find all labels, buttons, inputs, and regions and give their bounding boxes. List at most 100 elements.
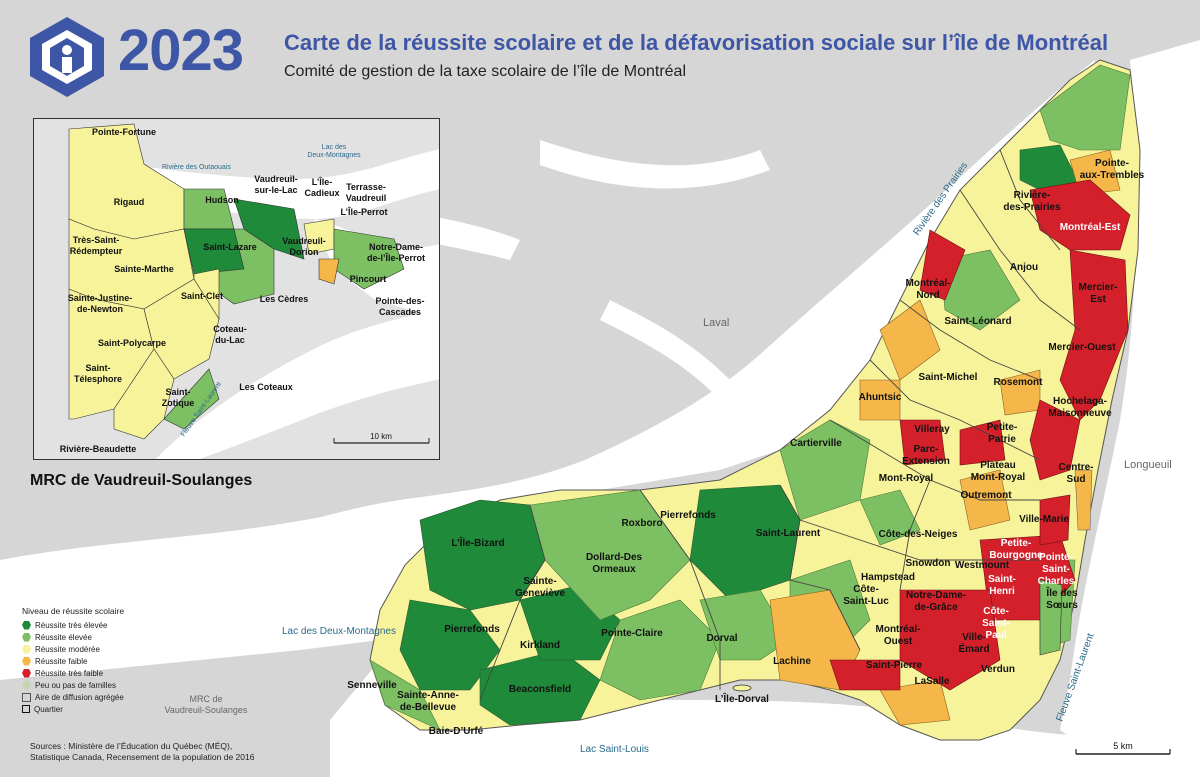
district-beaconsfield: Beaconsfield (509, 684, 571, 695)
inset-map: Pointe-Fortune Rigaud Très-Saint-Rédempt… (33, 118, 440, 460)
district-hampstead: Hampstead (861, 572, 915, 583)
inset-scale-label: 10 km (370, 432, 392, 441)
district-petite-patrie: Petite-Patrie (987, 422, 1018, 445)
district-saint-henri: Saint-Henri (988, 574, 1016, 597)
inset-water-saint-laurent (155, 309, 439, 459)
district-villeray: Villeray (914, 424, 950, 435)
laval-channels (320, 140, 770, 395)
legend-swatch (22, 632, 31, 642)
inset-label-lac: Lac des Deux-Montagnes (307, 144, 361, 159)
inset-tres-saint-redempteur: Très-Saint-Rédempteur (70, 235, 123, 256)
legend-outline-thin (22, 692, 31, 702)
map-subtitle: Comité de gestion de la taxe scolaire de… (284, 63, 686, 80)
inset-regions (68, 123, 405, 440)
district-lachine: Lachine (773, 656, 811, 667)
district-dollard: Dollard-Des Ormeaux (586, 552, 643, 575)
legend-swatch (22, 620, 31, 630)
district-saint-laurent: Saint-Laurent (756, 528, 821, 539)
inset-les-cedres: Les Cèdres (260, 294, 309, 304)
inset-vaudreuil-dorion: Vaudreuil-Dorion (282, 236, 326, 257)
lac-saint-louis-water (330, 660, 1200, 777)
district-ile-bizard: L’Île-Bizard (451, 536, 504, 549)
legend-swatch (22, 680, 31, 690)
district-montreal-ouest: Montréal-Ouest (876, 624, 921, 647)
legend-swatch (22, 668, 31, 678)
district-outremont: Outremont (960, 490, 1012, 501)
legend-label: Réussite très élevée (35, 620, 108, 630)
lac-deux-montagnes-water (0, 498, 440, 680)
inset-pincourt: Pincourt (350, 274, 387, 284)
inset-terrasse-vaudreuil: Terrasse-Vaudreuil (346, 182, 387, 203)
inset-sainte-justine: Sainte-Justine-de-Newton (68, 293, 133, 314)
legend-label: Peu ou pas de familles (35, 680, 116, 690)
district-snowdon: Snowdon (906, 558, 951, 569)
district-pierrefonds-north: Pierrefonds (660, 510, 716, 521)
district-saint-pierre: Saint-Pierre (866, 660, 923, 671)
inset-title: MRC de Vaudreuil-Soulanges (30, 472, 253, 489)
inset-saint-polycarpe: Saint-Polycarpe (98, 338, 166, 348)
district-labels: Pointe-aux-Trembles Rivière-des-Prairies… (347, 158, 1144, 737)
label-mrc-line2: Vaudreuil-Soulanges (165, 705, 248, 715)
district-riviere-des-prairies: Rivière-des-Prairies (1003, 190, 1061, 213)
title-year: 2023 (118, 18, 244, 83)
district-rosemont: Rosemont (994, 377, 1044, 388)
district-cote-saint-paul: Côte-Saint-Paul (982, 606, 1010, 641)
legend-item-high: Réussite élevée (22, 631, 124, 643)
legend-label: Aire de diffusion agrégée (35, 692, 124, 702)
legend-label: Réussite faible (35, 656, 88, 666)
legend-item-very-high: Réussite très élevée (22, 619, 124, 631)
legend-swatch (22, 656, 31, 666)
legend-label: Réussite élevée (35, 632, 92, 642)
district-petite-bourgogne: Petite-Bourgogne (989, 538, 1043, 561)
district-hochelaga: Hochelaga-Maisonneuve (1048, 396, 1112, 419)
district-dorval: Dorval (706, 633, 737, 644)
district-pointe-claire: Pointe-Claire (601, 628, 663, 639)
district-baie-d-urfe: Baie-D’Urfé (429, 726, 484, 737)
inset-pointe-fortune: Pointe-Fortune (92, 127, 156, 137)
inset-label-ottawa: Rivière des Outaouais (162, 164, 231, 171)
district-montreal-est: Montréal-Est (1060, 222, 1121, 233)
district-plateau: Plateau Mont-Royal (971, 460, 1026, 483)
inset-saint-telesphore: Saint-Télesphore (74, 363, 122, 384)
inset-ile-perrot: L’Île-Perrot (340, 206, 387, 217)
inset-pointe-des-cascades: Pointe-des-Cascades (375, 296, 424, 317)
map-title: Carte de la réussite scolaire et de la d… (284, 30, 1109, 55)
inset-vaudreuil-sur-le-lac: Vaudreuil-sur-le-Lac (254, 174, 298, 195)
legend-item-few-families: Peu ou pas de familles (22, 679, 124, 691)
inset-hudson: Hudson (205, 195, 239, 205)
legend-swatch (22, 644, 31, 654)
district-mont-royal: Mont-Royal (879, 473, 934, 484)
inset-scale-bar: 10 km (333, 432, 430, 444)
legend: Niveau de réussite scolaire Réussite trè… (22, 606, 124, 715)
legend-item-aggregated-area: Aire de diffusion agrégée (22, 691, 124, 703)
legend-label: Réussite très faible (35, 668, 104, 678)
district-westmount: Westmount (955, 560, 1010, 571)
district-ile-des-soeurs: Île des Sœurs (1045, 586, 1078, 611)
longueuil-shore-islands (1074, 469, 1093, 531)
label-longueuil: Longueuil (1124, 459, 1172, 471)
district-senneville: Senneville (347, 680, 397, 691)
label-laval: Laval (703, 317, 729, 329)
inset-saint-zotique: Saint-Zotique (162, 387, 195, 408)
district-saint-leonard: Saint-Léonard (944, 316, 1011, 327)
district-montreal-nord: Montréal-Nord (906, 278, 951, 301)
district-verdun: Verdun (981, 664, 1015, 675)
inset-coteau-du-lac: Coteau-du-Lac (213, 324, 247, 345)
inset-place-labels: Pointe-Fortune Rigaud Très-Saint-Rédempt… (60, 127, 425, 454)
inset-rigaud: Rigaud (114, 197, 145, 207)
fleuve-water (1060, 40, 1200, 760)
inset-saint-clet: Saint-Clet (181, 291, 223, 301)
district-kirkland: Kirkland (520, 640, 560, 651)
inset-riviere-beaudette: Rivière-Beaudette (60, 444, 137, 454)
region-labels: Laval Longueuil MRC de Vaudreuil-Soulange… (165, 317, 1172, 715)
ile-des-soeurs-island (1039, 579, 1063, 656)
district-parc-extension: Parc-Extension (902, 444, 950, 467)
district-sainte-anne: Sainte-Anne-de-Bellevue (397, 690, 459, 713)
district-ndg: Notre-Dame-de-Grâce (906, 590, 966, 613)
cgtsim-logo (30, 17, 104, 97)
zones-very-high (399, 144, 1081, 726)
inset-saint-lazare: Saint-Lazare (203, 242, 257, 252)
inset-ile-cadieux: L’Île-Cadieux (304, 176, 339, 198)
inset-map-svg: Pointe-Fortune Rigaud Très-Saint-Rédempt… (60, 123, 439, 459)
